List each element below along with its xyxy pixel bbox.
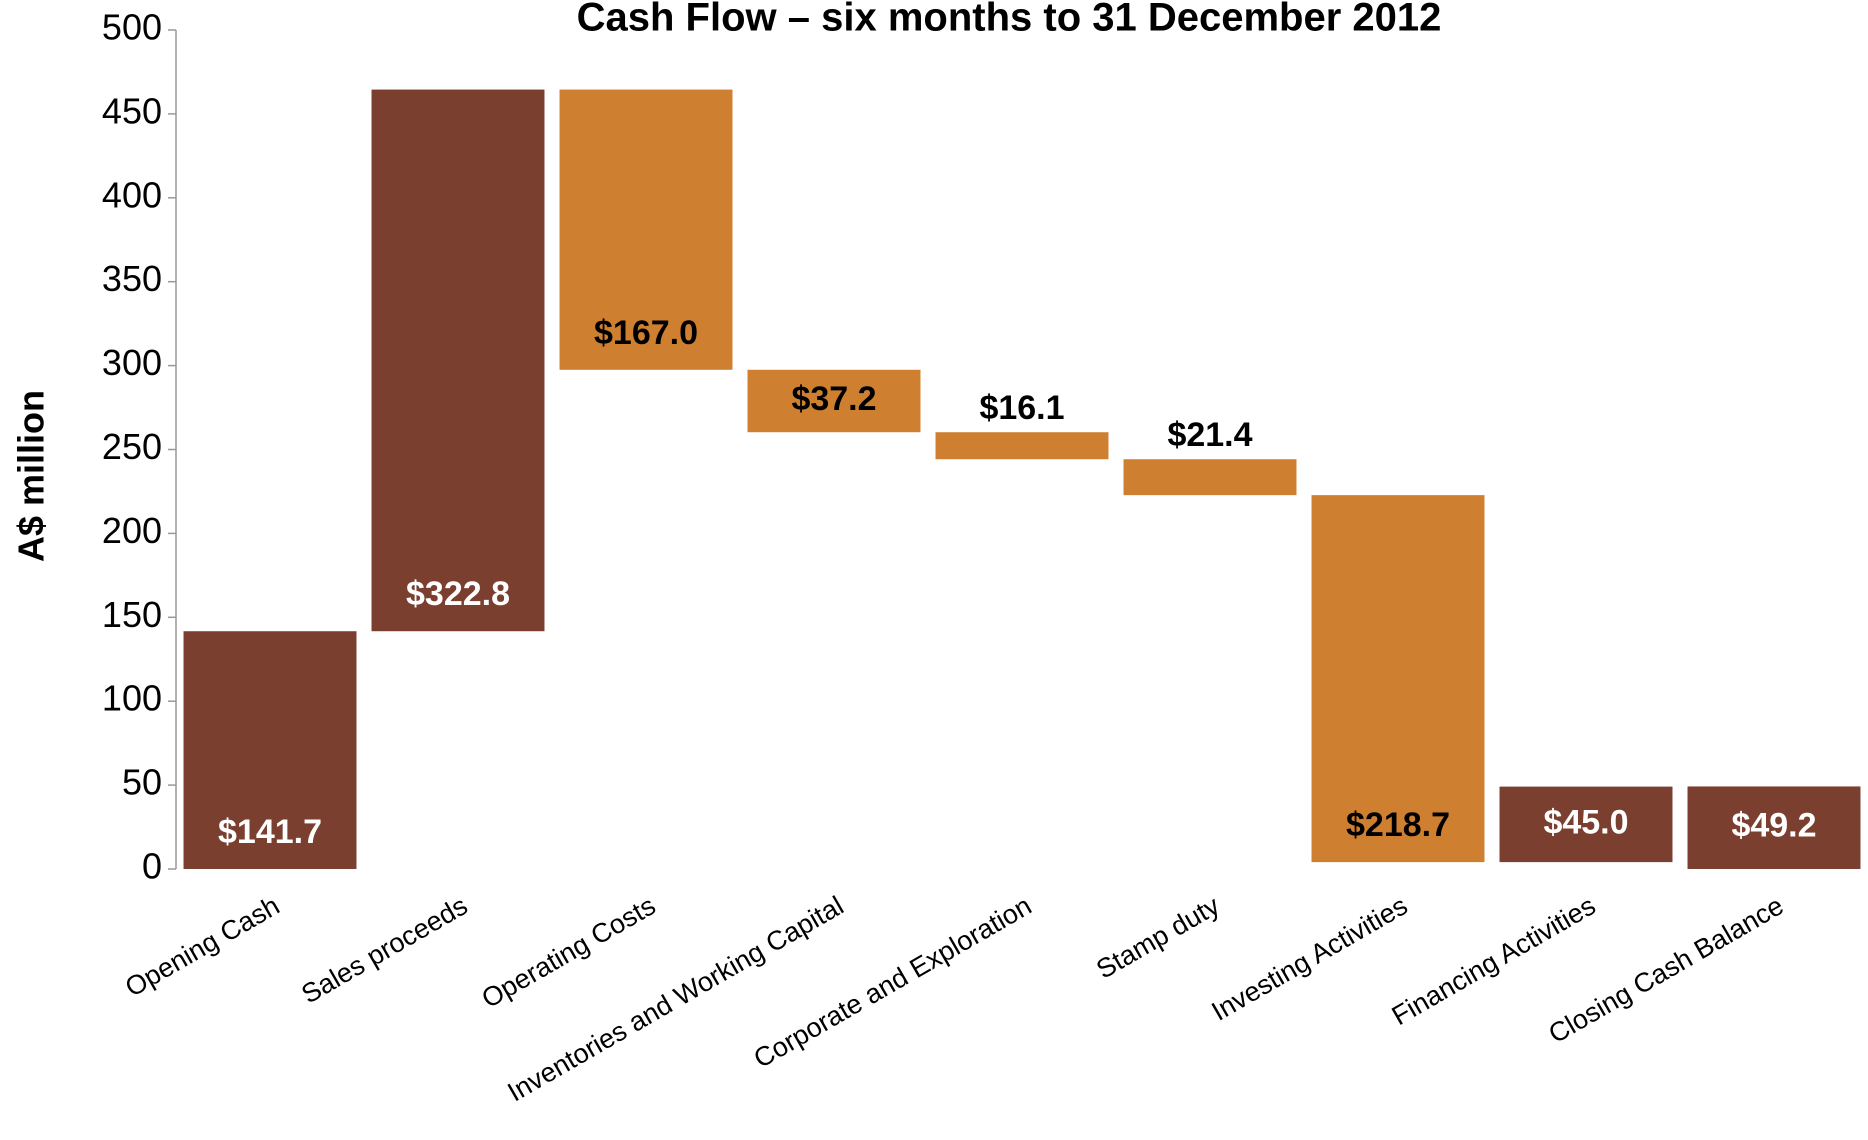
value-label: $218.7	[1346, 806, 1450, 844]
bar	[1687, 786, 1861, 869]
bar	[1499, 786, 1673, 863]
bar	[935, 432, 1109, 460]
y-tick-label: 300	[102, 342, 162, 383]
value-label: $21.4	[1167, 416, 1252, 454]
x-tick-label: Stamp duty	[1091, 890, 1225, 985]
value-label: $16.1	[979, 389, 1064, 427]
y-tick-label: 450	[102, 90, 162, 131]
value-label: $322.8	[406, 575, 510, 613]
x-tick-label: Investing Activities	[1207, 890, 1413, 1026]
y-tick-label: 200	[102, 510, 162, 551]
y-tick-label: 100	[102, 678, 162, 719]
y-tick-label: 500	[102, 7, 162, 48]
bar	[747, 369, 921, 433]
value-label: $141.7	[218, 813, 322, 851]
bar	[183, 631, 357, 869]
bar	[1311, 495, 1485, 863]
value-label: $49.2	[1731, 807, 1816, 845]
bar	[1123, 459, 1297, 496]
x-tick-label: Inventories and Working Capital	[503, 890, 849, 1107]
value-label: $167.0	[594, 314, 698, 352]
x-tick-label: Opening Cash	[120, 890, 284, 1002]
y-tick-label: 250	[102, 426, 162, 467]
y-tick-label: 400	[102, 174, 162, 215]
y-tick-label: 50	[122, 762, 162, 803]
x-tick-label: Sales proceeds	[296, 890, 472, 1009]
y-tick-label: 350	[102, 258, 162, 299]
y-tick-label: 0	[142, 846, 162, 887]
y-axis-label: A$ million	[11, 390, 52, 562]
bar	[371, 89, 545, 632]
bar	[559, 89, 733, 370]
x-tick-label: Operating Costs	[477, 890, 661, 1014]
chart-title: Cash Flow – six months to 31 December 20…	[577, 0, 1442, 40]
value-label: $45.0	[1543, 803, 1628, 841]
y-tick-label: 150	[102, 594, 162, 635]
value-label: $37.2	[791, 380, 876, 418]
